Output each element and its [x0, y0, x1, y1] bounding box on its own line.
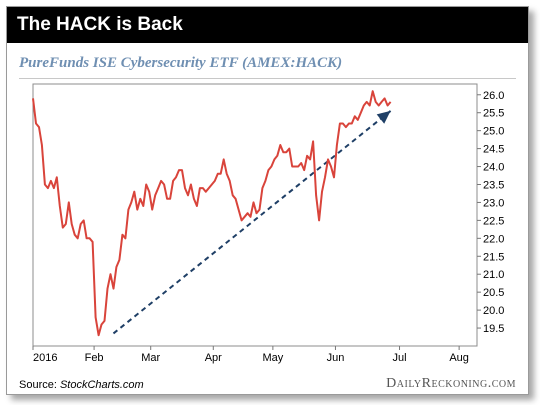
x-tick-label: Aug	[449, 352, 469, 364]
chart-frame: The HACK is Back PureFunds ISE Cybersecu…	[6, 6, 529, 395]
y-tick-label: 23.5	[483, 179, 504, 191]
trend-arrowhead	[376, 110, 391, 124]
source-note: Source: StockCharts.com	[19, 379, 144, 391]
source-name: StockCharts.com	[59, 379, 144, 391]
y-tick-label: 25.5	[483, 108, 504, 120]
y-tick-label: 22.5	[483, 215, 504, 227]
y-tick-label: 24.5	[483, 144, 504, 156]
y-tick-label: 21.0	[483, 269, 504, 281]
x-tick-label: Apr	[205, 352, 222, 364]
y-tick-label: 21.5	[483, 251, 504, 263]
x-tick-label: 2016	[33, 352, 57, 364]
trend-line	[112, 110, 392, 335]
x-tick-label: May	[262, 352, 283, 364]
y-tick-label: 24.0	[483, 162, 504, 174]
brand-watermark: DailyReckoning.com	[386, 376, 516, 391]
page-title: The HACK is Back	[7, 7, 528, 43]
x-tick-label: Jul	[392, 352, 406, 364]
y-tick-label: 25.0	[483, 126, 504, 138]
y-tick-label: 26.0	[483, 90, 504, 102]
plot-area	[32, 83, 478, 347]
x-tick-label: Feb	[85, 352, 104, 364]
source-prefix: Source:	[19, 379, 60, 391]
y-tick-label: 23.0	[483, 197, 504, 209]
y-tick-label: 20.0	[483, 305, 504, 317]
x-tick-label: Mar	[141, 352, 160, 364]
price-line	[32, 90, 392, 337]
y-tick-label: 22.0	[483, 233, 504, 245]
y-tick-label: 20.5	[483, 287, 504, 299]
y-tick-label: 19.5	[483, 323, 504, 335]
x-tick-label: Jun	[327, 352, 345, 364]
chart-title: PureFunds ISE Cybersecurity ETF (AMEX:HA…	[19, 55, 343, 71]
title-divider	[19, 78, 516, 79]
